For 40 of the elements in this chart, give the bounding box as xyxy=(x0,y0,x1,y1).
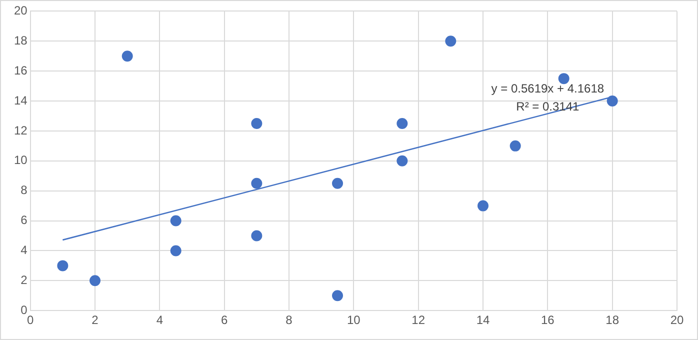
x-tick-label: 2 xyxy=(92,313,99,328)
x-tick-label: 20 xyxy=(670,313,684,328)
annotation: R² = 0.3141 xyxy=(516,99,580,114)
y-tick-label: 20 xyxy=(14,4,28,18)
point xyxy=(558,73,570,84)
y-tick-label: 14 xyxy=(14,93,28,108)
x-tick-label: 8 xyxy=(286,313,293,328)
y-tick-label: 18 xyxy=(14,33,28,48)
y-tick-label: 4 xyxy=(20,243,28,258)
point xyxy=(606,96,618,107)
point xyxy=(396,155,408,166)
y-tick-label: 16 xyxy=(14,63,28,78)
y-tick-label: 6 xyxy=(20,213,28,228)
point xyxy=(396,118,408,129)
point xyxy=(90,275,101,286)
point xyxy=(510,140,521,152)
point xyxy=(478,200,489,212)
x-tick-label: 6 xyxy=(221,313,228,328)
annotation: y = 0.5619x + 4.1618 xyxy=(491,81,604,96)
point xyxy=(170,215,182,226)
point xyxy=(170,245,182,256)
x-tick-label: 18 xyxy=(606,313,620,328)
x-tick-label: 4 xyxy=(156,313,164,328)
point xyxy=(122,50,133,62)
y-tick-label: 10 xyxy=(14,153,28,168)
y-tick-label: 12 xyxy=(14,123,28,138)
y-tick-label: 8 xyxy=(20,183,28,198)
point xyxy=(251,178,262,189)
point xyxy=(251,118,262,129)
x-tick-label: 14 xyxy=(476,313,490,328)
x-tick-label: 16 xyxy=(540,313,555,328)
point xyxy=(332,290,344,302)
point xyxy=(251,230,262,242)
y-tick-label: 0 xyxy=(20,302,28,317)
y-tick-label: 2 xyxy=(20,272,28,287)
x-tick-label: 10 xyxy=(346,313,361,328)
point xyxy=(445,36,456,47)
x-tick-label: 12 xyxy=(412,313,426,328)
point xyxy=(57,260,68,272)
point xyxy=(332,178,344,189)
